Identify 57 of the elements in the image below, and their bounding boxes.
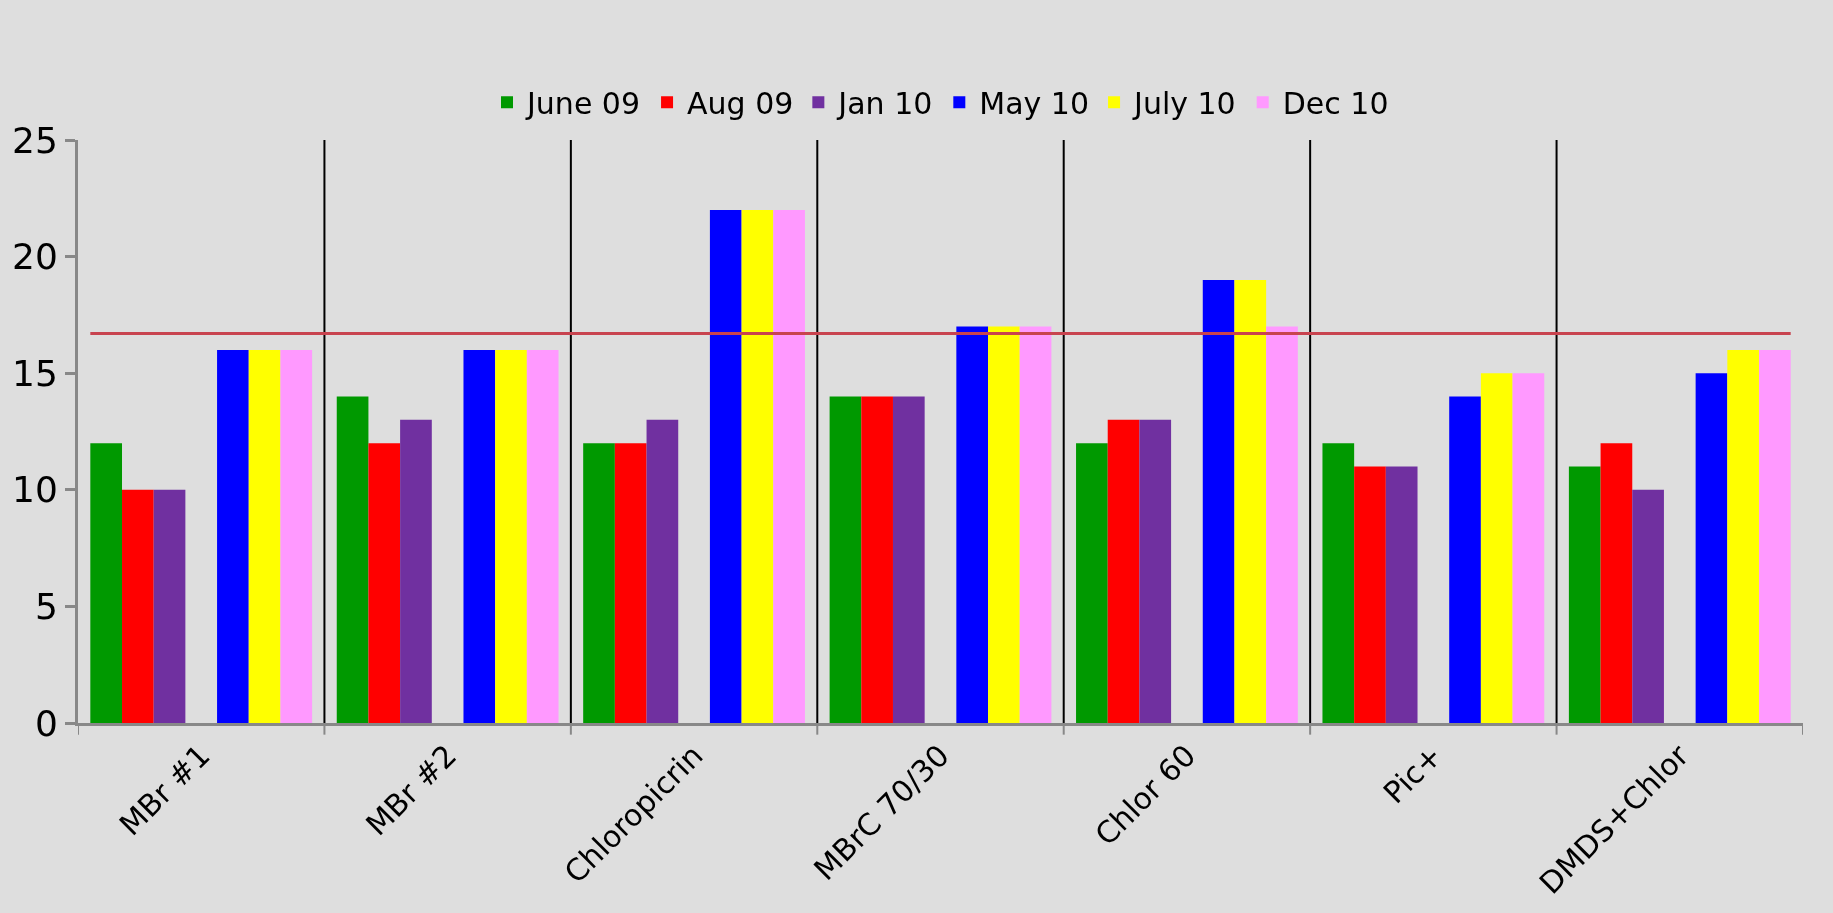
y-tick-label: 5 bbox=[34, 586, 58, 627]
legend-label: July 10 bbox=[1132, 86, 1236, 122]
x-tick-label: MBr #1 bbox=[112, 737, 217, 843]
bar bbox=[1107, 419, 1140, 723]
bar bbox=[400, 419, 432, 723]
bar bbox=[122, 489, 154, 723]
bar bbox=[153, 489, 186, 723]
legend-label: Dec 10 bbox=[1282, 86, 1389, 122]
bar bbox=[583, 443, 615, 723]
bar bbox=[495, 349, 527, 723]
y-tick-label: 20 bbox=[11, 236, 58, 278]
x-tick-label: Pic+ bbox=[1376, 737, 1449, 811]
y-tick-label: 10 bbox=[11, 469, 58, 511]
legend-label: Jan 10 bbox=[836, 86, 933, 122]
bar bbox=[892, 396, 925, 723]
bar bbox=[614, 443, 647, 723]
bar bbox=[1202, 279, 1235, 723]
bar bbox=[646, 419, 679, 723]
bar bbox=[248, 349, 281, 723]
bar bbox=[988, 326, 1020, 723]
legend-label: May 10 bbox=[979, 86, 1090, 122]
bar bbox=[741, 209, 774, 723]
bar bbox=[1019, 326, 1052, 723]
bar bbox=[1727, 349, 1759, 723]
bar bbox=[217, 349, 249, 723]
bar bbox=[829, 396, 862, 723]
bar bbox=[1758, 349, 1791, 723]
bar bbox=[1385, 466, 1418, 723]
y-tick-label: 15 bbox=[11, 352, 58, 394]
bar bbox=[956, 326, 989, 723]
bar bbox=[336, 396, 369, 723]
legend-label: June 09 bbox=[525, 86, 641, 122]
bar bbox=[1266, 326, 1298, 723]
bar bbox=[463, 349, 496, 723]
bar bbox=[1695, 373, 1728, 723]
bar bbox=[1449, 396, 1481, 723]
bar bbox=[709, 209, 742, 723]
bar bbox=[1234, 279, 1267, 723]
bar bbox=[1480, 373, 1513, 723]
bar bbox=[1354, 466, 1386, 723]
bar bbox=[1600, 443, 1633, 723]
bar bbox=[1512, 373, 1545, 723]
bar bbox=[1139, 419, 1172, 723]
y-tick-label: 0 bbox=[34, 702, 58, 744]
bar bbox=[1568, 466, 1601, 723]
bar bbox=[1632, 489, 1664, 723]
bar bbox=[280, 349, 313, 723]
bar bbox=[90, 443, 123, 723]
legend-label: Aug 09 bbox=[687, 86, 794, 122]
bar bbox=[368, 443, 401, 723]
bar bbox=[1322, 443, 1355, 723]
x-tick-label: MBr #2 bbox=[358, 737, 464, 843]
y-tick-label: 25 bbox=[11, 119, 58, 161]
bar bbox=[1076, 443, 1108, 723]
bar bbox=[526, 349, 559, 723]
bar bbox=[861, 396, 893, 723]
bar bbox=[773, 209, 805, 723]
